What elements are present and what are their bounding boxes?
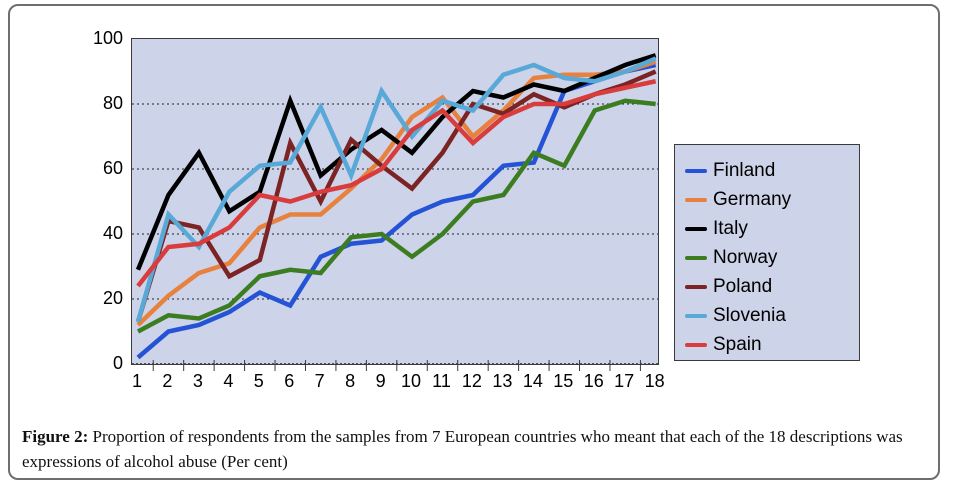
legend-item-poland: Poland — [685, 272, 859, 301]
caption-label: Figure 2: — [22, 427, 89, 446]
legend-item-norway: Norway — [685, 243, 859, 272]
series-line-norway — [136, 98, 656, 334]
y-axis-tick-label-20: 20 — [102, 288, 123, 308]
x-axis-tick-label-8: 8 — [345, 371, 356, 391]
line-chart-plot — [131, 38, 659, 371]
legend-swatch-germany — [685, 197, 707, 202]
y-axis-tick-label-0: 0 — [112, 353, 123, 373]
x-axis-tick-label-12: 12 — [461, 371, 482, 391]
y-axis-tick-label-80: 80 — [102, 93, 123, 113]
legend-label-poland: Poland — [713, 275, 773, 297]
x-axis-tick-label-9: 9 — [375, 371, 386, 391]
x-axis-tick-label-13: 13 — [492, 371, 513, 391]
legend-label-norway: Norway — [713, 246, 778, 268]
chart-area: 0 20 40 60 80 100 1 2 3 4 5 6 7 8 9 10 11 12 13 14 15 16 17 18 — [93, 28, 665, 391]
legend-swatch-italy — [685, 226, 707, 231]
series-line-italy — [135, 53, 657, 271]
legend-label-germany: Germany — [713, 188, 792, 210]
legend-swatch-spain — [685, 342, 707, 347]
figure-caption: Figure 2: Proportion of respondents from… — [22, 425, 938, 474]
legend-label-spain: Spain — [713, 333, 762, 355]
x-axis-tick-label-15: 15 — [553, 371, 574, 391]
caption-text: Proportion of respondents from the sampl… — [22, 427, 903, 471]
legend-swatch-norway — [685, 255, 707, 260]
legend-swatch-finland — [685, 168, 707, 173]
legend-item-italy: Italy — [685, 214, 859, 243]
x-axis-tick-label-2: 2 — [162, 371, 173, 391]
x-axis-tick-label-17: 17 — [614, 371, 635, 391]
x-axis-tick-label-14: 14 — [522, 371, 543, 391]
x-axis-tick-label-18: 18 — [644, 371, 665, 391]
legend-swatch-slovenia — [685, 313, 707, 318]
x-axis-tick-label-16: 16 — [583, 371, 604, 391]
x-axis-tick-label-11: 11 — [432, 371, 451, 391]
x-axis-tick-label-3: 3 — [192, 371, 203, 391]
series-line-slovenia — [135, 56, 657, 323]
legend-swatch-poland — [685, 284, 707, 289]
series-line-poland — [135, 69, 657, 323]
chart-legend: Finland Germany Italy Norway Poland Slovenia S… — [674, 144, 860, 361]
y-axis-tick-label-40: 40 — [102, 223, 123, 243]
legend-label-finland: Finland — [713, 159, 776, 181]
x-axis-tick-label-6: 6 — [284, 371, 295, 391]
legend-label-italy: Italy — [713, 217, 748, 239]
y-axis-tick-label-60: 60 — [102, 158, 123, 178]
legend-item-spain: Spain — [685, 330, 859, 359]
legend-item-germany: Germany — [685, 185, 859, 214]
legend-label-slovenia: Slovenia — [713, 304, 786, 326]
x-axis-tick-label-7: 7 — [314, 371, 325, 391]
x-axis-tick-label-1: 1 — [131, 371, 142, 391]
x-axis-tick-label-5: 5 — [253, 371, 264, 391]
legend-item-slovenia: Slovenia — [685, 301, 859, 330]
x-axis-tick-label-10: 10 — [401, 371, 422, 391]
legend-item-finland: Finland — [685, 156, 859, 185]
y-axis-tick-label-100: 100 — [92, 28, 123, 48]
x-axis-tick-label-4: 4 — [223, 371, 234, 391]
series-line-spain — [136, 79, 657, 288]
